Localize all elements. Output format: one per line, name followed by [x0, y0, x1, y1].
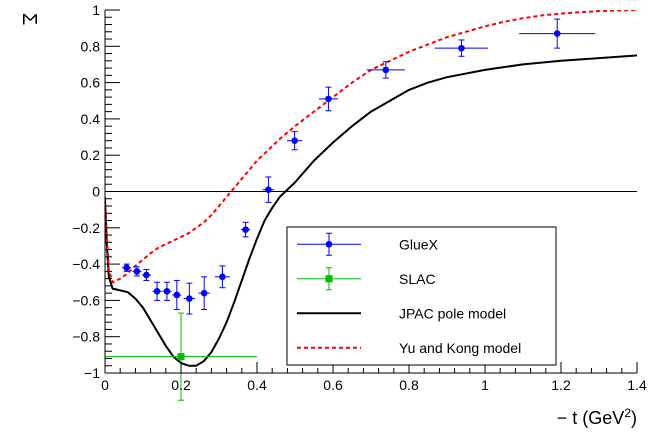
axes: 0 0.2 0.4 0.6 0.8 1 1.2 1.4 −1 −0.8 −0.6 −0.4 −0.2 0 0…: [72, 2, 647, 393]
data-point-gluex: [183, 282, 196, 315]
x-tick-label: 0.8: [399, 377, 419, 393]
marker-square: [177, 353, 185, 361]
legend-swatch-marker: [325, 275, 333, 283]
marker-circle: [173, 291, 181, 299]
marker-circle: [153, 288, 161, 295]
legend: GlueX SLAC JPAC pole model Yu and Kong mode…: [286, 226, 557, 366]
y-tick-label: −0.2: [72, 220, 100, 236]
marker-circle: [219, 273, 226, 281]
x-tick-label: 0.4: [247, 377, 267, 393]
x-tick-label: 0: [101, 377, 109, 393]
marker-circle: [458, 44, 465, 52]
x-tick-label: 1.2: [551, 377, 571, 393]
data-point-gluex: [122, 263, 132, 272]
marker-circle: [163, 288, 171, 295]
x-axis-label-sup: 2: [624, 406, 631, 420]
y-tick-label: 0.8: [81, 38, 101, 54]
y-tick-label: 0.4: [81, 111, 101, 127]
data-point-slac: [105, 312, 257, 401]
y-tick-label: −0.6: [72, 292, 100, 308]
legend-box: [286, 226, 557, 366]
data-point-gluex: [287, 131, 303, 151]
data-point-gluex: [198, 276, 210, 310]
data-point-gluex: [519, 18, 596, 49]
x-axis-label-close: ): [631, 408, 637, 428]
legend-item-jpac-pole-model: JPAC pole model: [297, 305, 506, 321]
data-point-gluex: [132, 266, 142, 277]
marker-circle: [123, 264, 130, 272]
legend-item-slac: SLAC: [297, 267, 436, 291]
data-point-gluex: [214, 265, 231, 289]
marker-circle: [382, 66, 390, 74]
marker-circle: [325, 95, 332, 103]
y-axis-label: Σ: [18, 13, 40, 25]
series-line-jpac-pole-model: [105, 54, 637, 367]
marker-circle: [133, 268, 141, 275]
x-tick-label: 1: [481, 377, 489, 393]
legend-item-yu-and-kong-model: Yu and Kong model: [297, 340, 521, 356]
data-point-gluex: [172, 279, 182, 310]
data-point-gluex: [366, 61, 405, 79]
model-curves: [105, 10, 637, 367]
marker-circle: [291, 137, 298, 144]
legend-label: JPAC pole model: [399, 305, 506, 321]
series-line-yu-and-kong-model: [105, 10, 637, 284]
y-tick-label: −1: [84, 365, 100, 381]
y-tick-label: 0: [92, 184, 100, 200]
y-tick-label: 0.6: [81, 75, 101, 91]
marker-circle: [186, 295, 193, 302]
data-point-gluex: [141, 269, 151, 281]
data-point-gluex: [318, 86, 338, 112]
y-tick-label: −0.4: [72, 256, 100, 272]
legend-item-gluex: GlueX: [297, 232, 439, 256]
legend-label: SLAC: [399, 271, 436, 287]
x-tick-label: 1.4: [627, 377, 647, 393]
legend-label: GlueX: [399, 236, 439, 252]
data-point-gluex: [162, 281, 172, 301]
data-point-gluex: [152, 281, 162, 301]
data-points: [105, 18, 596, 401]
x-tick-label: 0.6: [323, 377, 343, 393]
y-tick-label: −0.8: [72, 329, 100, 345]
marker-circle: [200, 289, 208, 297]
data-point-gluex: [241, 221, 251, 238]
x-axis-label-main: − t (GeV: [557, 408, 625, 428]
x-axis-label: − t (GeV2): [557, 406, 637, 428]
legend-swatch-marker: [325, 240, 333, 248]
y-tick-label: 1: [92, 2, 100, 18]
x-tick-label: 0.2: [171, 377, 191, 393]
marker-circle: [143, 271, 150, 279]
marker-circle: [553, 30, 561, 37]
legend-label: Yu and Kong model: [399, 340, 521, 356]
y-tick-label: 0.2: [81, 147, 101, 163]
marker-circle: [242, 226, 249, 233]
data-point-gluex: [262, 176, 275, 203]
data-point-gluex: [434, 39, 489, 57]
